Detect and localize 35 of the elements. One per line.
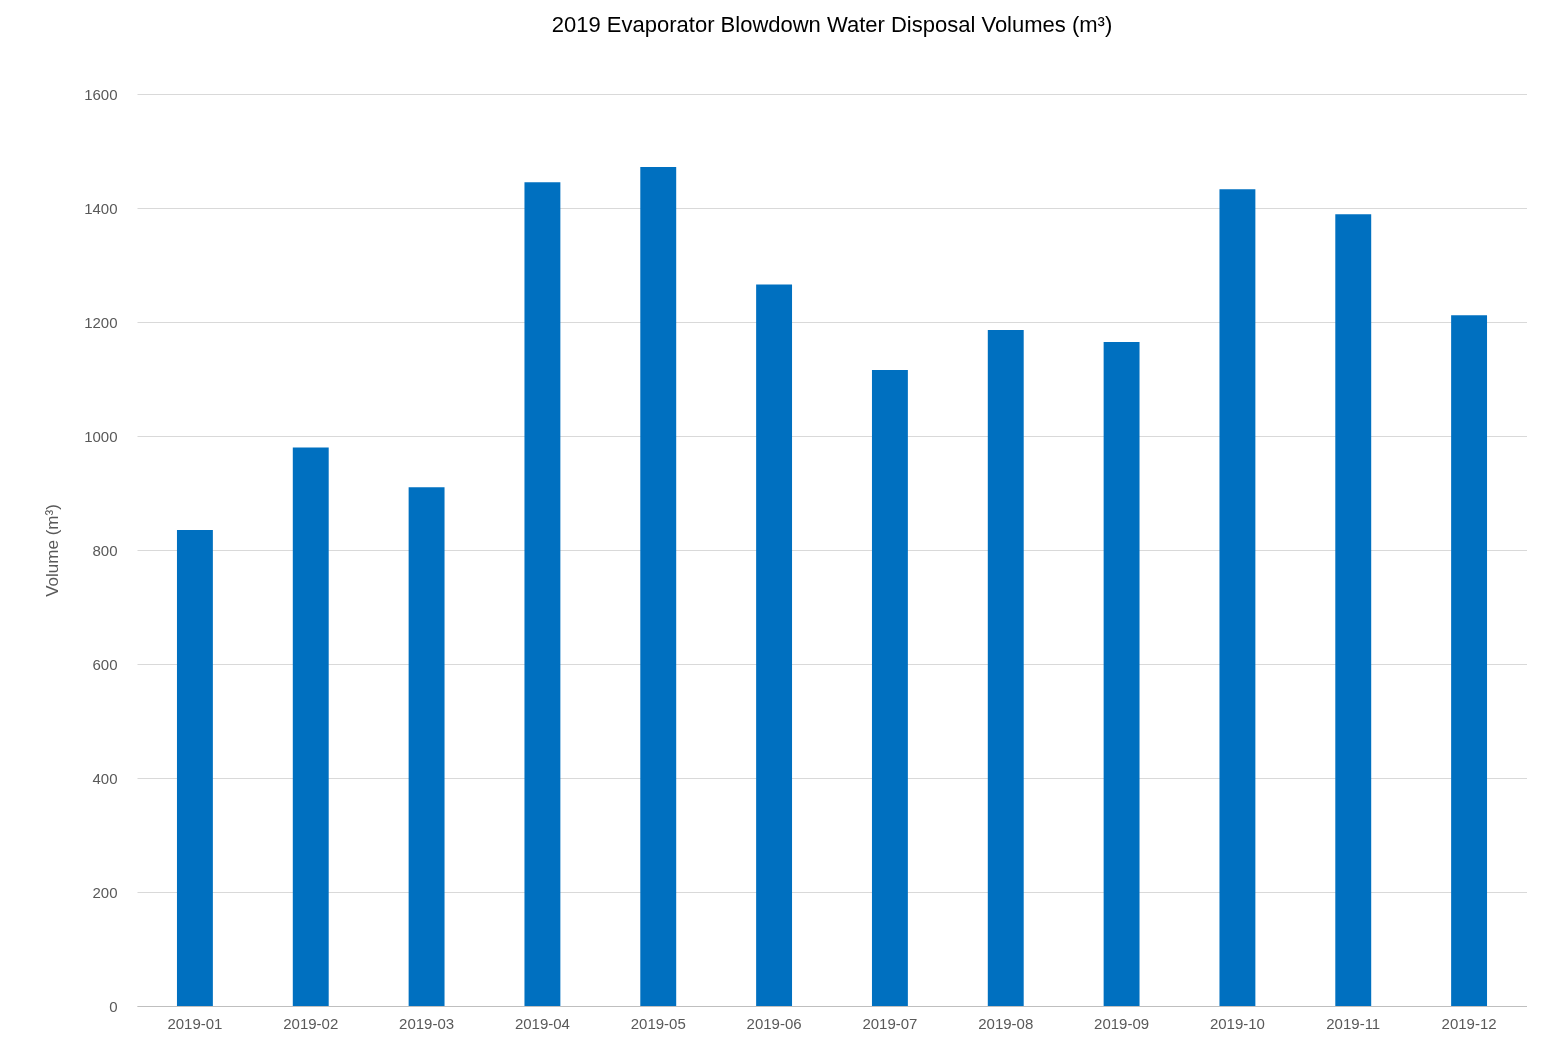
y-tick-label: 600 xyxy=(92,655,118,673)
x-tick-label: 2019-11 xyxy=(1326,1014,1381,1032)
x-tick-label: 2019-05 xyxy=(630,1014,686,1032)
x-tick-label: 2019-02 xyxy=(283,1014,339,1032)
bar xyxy=(408,487,445,1006)
bar xyxy=(524,182,561,1006)
x-tick-label: 2019-03 xyxy=(399,1014,455,1032)
y-tick-label: 1000 xyxy=(84,427,118,445)
y-tick-label: 200 xyxy=(92,883,118,901)
chart-title: 2019 Evaporator Blowdown Water Disposal Volumes (m³) xyxy=(551,12,1113,37)
y-axis-title: Volume (m³) xyxy=(43,504,63,597)
x-tick-label: 2019-07 xyxy=(862,1014,918,1032)
bar xyxy=(1335,214,1372,1006)
x-tick-label: 2019-12 xyxy=(1441,1014,1497,1032)
x-tick-label: 2019-08 xyxy=(978,1014,1034,1032)
bar xyxy=(292,447,329,1006)
bar xyxy=(871,369,908,1006)
y-tick-label: 800 xyxy=(92,541,118,559)
bar xyxy=(1451,315,1488,1006)
bar xyxy=(756,284,793,1006)
y-tick-label: 1200 xyxy=(84,313,118,331)
x-tick-label: 2019-06 xyxy=(746,1014,802,1032)
x-tick-label: 2019-01 xyxy=(167,1014,223,1032)
y-tick-label: 1400 xyxy=(84,199,118,217)
y-tick-label: 0 xyxy=(109,997,118,1015)
bar xyxy=(640,166,677,1006)
x-tick-label: 2019-04 xyxy=(514,1014,570,1032)
bar xyxy=(1103,341,1140,1006)
bar xyxy=(1219,189,1256,1006)
x-tick-label: 2019-10 xyxy=(1209,1014,1265,1032)
bar xyxy=(176,530,213,1006)
y-tick-label: 400 xyxy=(92,769,118,787)
y-tick-label: 1600 xyxy=(84,85,118,103)
bar xyxy=(987,329,1024,1006)
x-tick-label: 2019-09 xyxy=(1094,1014,1150,1032)
